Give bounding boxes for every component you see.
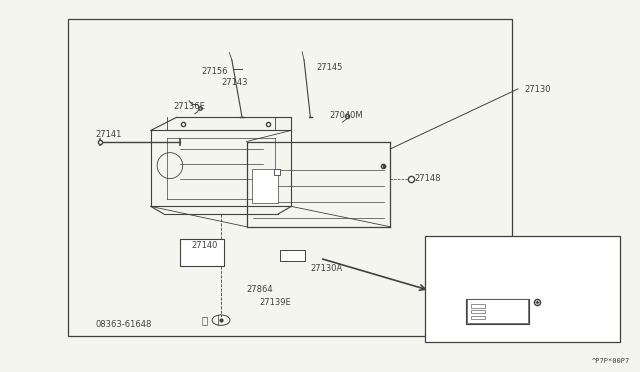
Text: 27148: 27148	[415, 174, 441, 183]
Text: OP: OP	[434, 243, 445, 251]
Bar	[280, 250, 305, 261]
Text: 27864: 27864	[246, 285, 273, 294]
Text: 27139M: 27139M	[430, 295, 463, 304]
Text: 27143: 27143	[221, 78, 248, 87]
Text: 08363-61648: 08363-61648	[95, 321, 152, 330]
Text: ^P7P*00P7: ^P7P*00P7	[591, 358, 630, 364]
Bar	[68, 19, 511, 336]
Bar	[252, 169, 278, 203]
Bar	[470, 310, 484, 314]
Text: 27139E: 27139E	[259, 298, 291, 307]
Text: 27130A: 27130A	[310, 264, 342, 273]
Text: 27141: 27141	[95, 129, 122, 139]
Bar	[467, 299, 527, 323]
Text: 27040M: 27040M	[330, 111, 364, 120]
Text: 27156: 27156	[202, 67, 228, 76]
Text: 27140: 27140	[191, 241, 218, 250]
Bar	[466, 299, 529, 324]
Bar	[426, 236, 620, 341]
Text: 27136E: 27136E	[173, 102, 205, 111]
Text: Ⓢ: Ⓢ	[202, 315, 208, 325]
Bar	[179, 239, 224, 266]
Text: 27145: 27145	[317, 63, 343, 72]
Bar	[470, 304, 484, 308]
Text: 27130: 27130	[524, 85, 551, 94]
Text: 27135J: 27135J	[484, 275, 513, 284]
Bar	[470, 316, 484, 320]
